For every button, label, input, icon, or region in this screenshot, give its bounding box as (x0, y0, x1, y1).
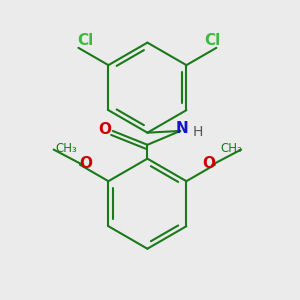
Text: H: H (192, 125, 203, 139)
Text: O: O (202, 156, 215, 171)
Text: CH₃: CH₃ (56, 142, 77, 155)
Text: Cl: Cl (77, 33, 94, 48)
Text: O: O (98, 122, 112, 137)
Text: O: O (80, 156, 92, 171)
Text: N: N (176, 121, 188, 136)
Text: Cl: Cl (204, 33, 220, 48)
Text: CH₃: CH₃ (220, 142, 242, 155)
